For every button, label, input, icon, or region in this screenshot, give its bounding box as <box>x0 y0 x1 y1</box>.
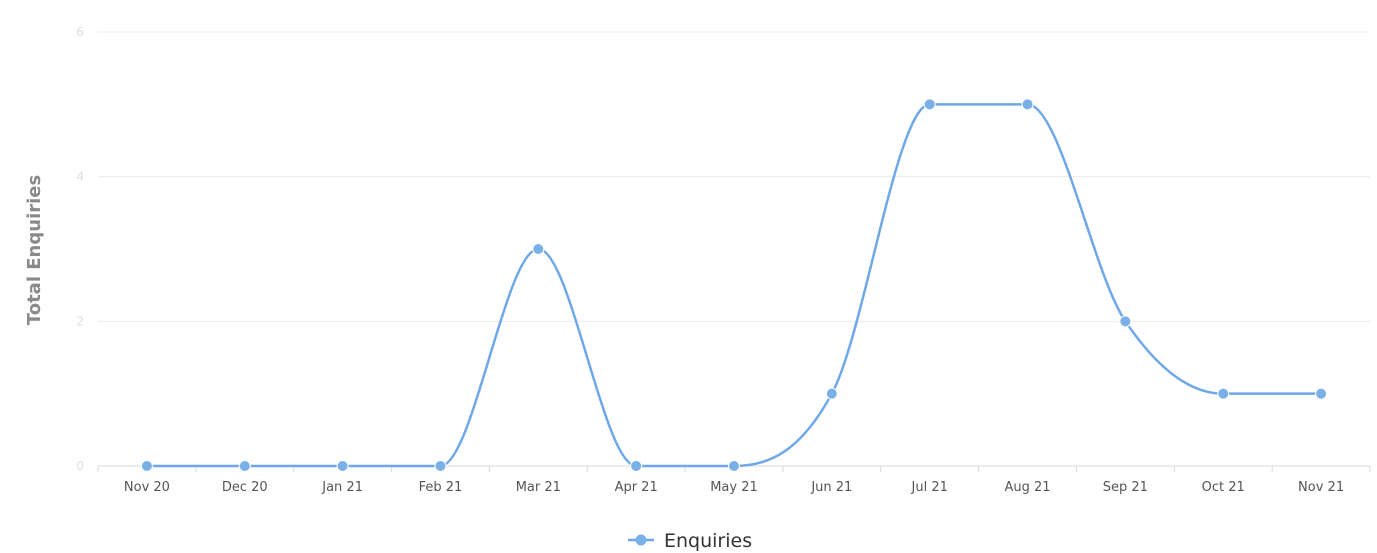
data-point <box>1021 98 1034 111</box>
data-point <box>923 98 936 111</box>
x-tick-label: Oct 21 <box>1202 480 1245 495</box>
x-tick-label: Nov 20 <box>124 480 170 495</box>
chart-card <box>8 12 1369 548</box>
x-axis-labels: Nov 20 Dec 20 Jan 21 Feb 21 Mar 21 Apr 21 May … <box>124 480 1344 495</box>
y-tick-label-6: 6 <box>76 25 84 39</box>
y-axis-ticks: 0 2 4 6 <box>76 25 84 473</box>
data-point <box>336 460 349 472</box>
grid-lines <box>98 31 1370 322</box>
x-tick-label: Mar 21 <box>516 480 561 495</box>
x-tick-label: Aug 21 <box>1005 480 1051 495</box>
data-point <box>825 387 838 400</box>
x-tick-label: Jul 21 <box>911 480 948 495</box>
y-axis-title: Total Enquiries <box>24 175 45 325</box>
data-point <box>238 460 251 472</box>
data-point <box>1217 387 1230 400</box>
x-tick-label: Sep 21 <box>1103 480 1148 495</box>
x-tick-label: Jun 21 <box>810 480 852 495</box>
legend-marker <box>635 534 647 546</box>
x-tick-label: Nov 21 <box>1298 480 1344 495</box>
data-point <box>630 460 643 472</box>
y-tick-label-0: 0 <box>76 459 84 473</box>
y-tick-label-4: 4 <box>76 170 84 184</box>
x-tick-label: Apr 21 <box>615 480 658 495</box>
series-line <box>146 103 1322 468</box>
legend-series-label: Enquiries <box>664 530 752 552</box>
data-point <box>532 243 545 255</box>
legend[interactable]: Enquiries <box>628 530 752 552</box>
x-tick-label: Dec 20 <box>222 480 268 495</box>
x-tick-label: Feb 21 <box>419 480 463 495</box>
data-point <box>1315 387 1328 400</box>
x-tick-label: Jan 21 <box>321 480 363 495</box>
legend-series-symbol <box>628 534 654 546</box>
y-tick-label-2: 2 <box>76 314 84 328</box>
series-enquiries <box>140 98 1328 472</box>
data-point <box>728 460 740 472</box>
data-point <box>1119 315 1132 328</box>
data-point <box>140 460 153 472</box>
x-tick-label: May 21 <box>710 480 758 495</box>
data-point <box>434 460 447 472</box>
